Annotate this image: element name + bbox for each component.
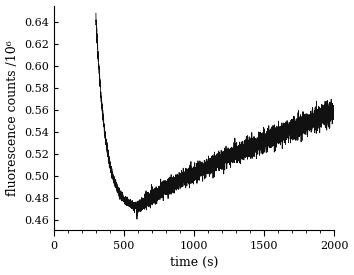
- X-axis label: time (s): time (s): [170, 257, 218, 269]
- Y-axis label: fluorescence counts /10⁶: fluorescence counts /10⁶: [6, 40, 18, 196]
